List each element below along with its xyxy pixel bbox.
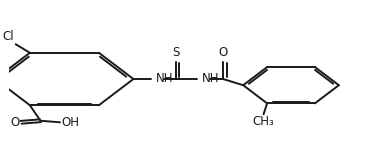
Text: NH: NH bbox=[155, 72, 173, 85]
Text: NH: NH bbox=[201, 72, 219, 85]
Text: S: S bbox=[172, 46, 180, 59]
Text: Cl: Cl bbox=[2, 30, 14, 43]
Text: O: O bbox=[218, 46, 228, 59]
Text: O: O bbox=[10, 116, 19, 129]
Text: CH₃: CH₃ bbox=[253, 115, 274, 128]
Text: OH: OH bbox=[61, 116, 79, 129]
